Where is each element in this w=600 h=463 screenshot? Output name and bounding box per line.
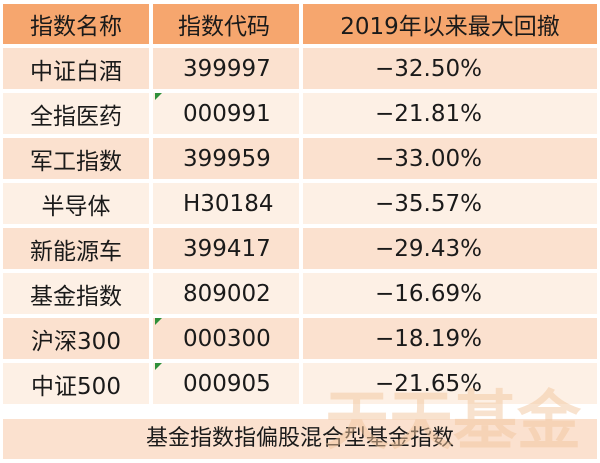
index-name-cell: 全指医药 — [3, 93, 153, 134]
drawdown-cell: −21.81% — [303, 93, 597, 134]
table-row: 中证白酒 399997 −32.50% — [3, 48, 597, 89]
table-row: 基金指数 809002 −16.69% — [3, 273, 597, 314]
cell-marker-icon — [155, 363, 162, 370]
index-code-cell: 399417 — [153, 228, 303, 269]
index-name-cell: 基金指数 — [3, 273, 153, 314]
table-row: 沪深300 000300 −18.19% — [3, 318, 597, 359]
table-row: 全指医药 000991 −21.81% — [3, 93, 597, 134]
drawdown-cell: −32.50% — [303, 48, 597, 89]
index-code-text: 000905 — [183, 370, 271, 397]
drawdown-cell: −18.19% — [303, 318, 597, 359]
table-header-row: 指数名称 指数代码 2019年以来最大回撤 — [3, 4, 597, 44]
cell-marker-icon — [155, 318, 162, 325]
index-code-cell: 000300 — [153, 318, 303, 359]
table-row: 新能源车 399417 −29.43% — [3, 228, 597, 269]
index-name-cell: 新能源车 — [3, 228, 153, 269]
drawdown-cell: −35.57% — [303, 183, 597, 224]
index-code-cell: 809002 — [153, 273, 303, 314]
header-index-code: 指数代码 — [153, 4, 303, 44]
drawdown-cell: −16.69% — [303, 273, 597, 314]
watermark-logo: 天天基金 — [325, 385, 582, 459]
drawdown-cell: −29.43% — [303, 228, 597, 269]
table-row: 中证500 000905 −21.65% — [3, 363, 597, 404]
index-name-cell: 半导体 — [3, 183, 153, 224]
drawdown-cell: −33.00% — [303, 138, 597, 179]
index-name-cell: 中证白酒 — [3, 48, 153, 89]
header-max-drawdown: 2019年以来最大回撤 — [303, 4, 597, 44]
table-row: 半导体 H30184 −35.57% — [3, 183, 597, 224]
watermark-text: 天天基金 — [325, 385, 582, 459]
index-code-cell: H30184 — [153, 183, 303, 224]
index-code-cell: 000905 — [153, 363, 303, 404]
drawdown-cell: −21.65% — [303, 363, 597, 404]
index-code-cell: 000991 — [153, 93, 303, 134]
index-name-cell: 军工指数 — [3, 138, 153, 179]
index-name-cell: 中证500 — [3, 363, 153, 404]
index-name-cell: 沪深300 — [3, 318, 153, 359]
table-row: 军工指数 399959 −33.00% — [3, 138, 597, 179]
cell-marker-icon — [155, 93, 162, 100]
header-index-name: 指数名称 — [3, 4, 153, 44]
footnote: 基金指数指偏股混合型基金指数 — [3, 419, 597, 459]
index-code-text: 000300 — [183, 325, 271, 352]
index-code-cell: 399997 — [153, 48, 303, 89]
index-table: 指数名称 指数代码 2019年以来最大回撤 中证白酒 399997 −32.50… — [3, 0, 597, 408]
index-code-text: 000991 — [183, 100, 271, 127]
index-code-cell: 399959 — [153, 138, 303, 179]
